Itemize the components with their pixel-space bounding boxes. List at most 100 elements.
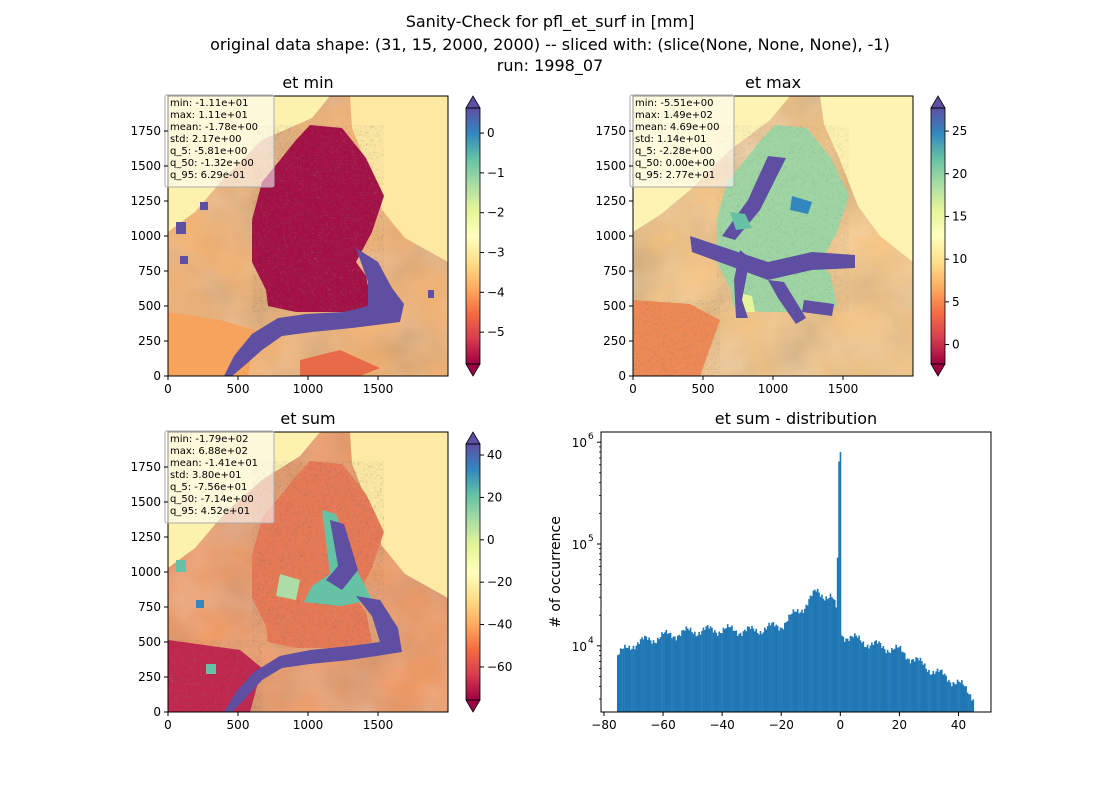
histogram-bar: [939, 669, 942, 712]
histogram-bar: [651, 643, 653, 712]
colorbar-tick-label: −1: [487, 166, 505, 180]
histogram-bar: [679, 636, 682, 712]
histogram-bar: [659, 637, 662, 712]
histogram-bar: [943, 673, 946, 712]
histogram-bar: [859, 640, 862, 712]
histogram-bar: [634, 649, 636, 712]
histogram-bar: [972, 699, 975, 712]
histogram-bar: [708, 628, 710, 712]
histogram-bar: [718, 631, 720, 712]
x-tick-label: 1500: [363, 382, 394, 396]
x-tick-label: 0: [629, 382, 637, 396]
histogram-bar: [815, 591, 818, 712]
histogram-bar: [621, 648, 623, 712]
y-tick-label: 250: [603, 334, 626, 348]
histogram-bar: [721, 633, 723, 712]
colorbar-extend-max: [930, 95, 946, 109]
histogram-bar: [768, 622, 770, 712]
histogram-bar: [883, 649, 886, 712]
colorbar-extend-max: [465, 95, 481, 109]
histogram-bar: [942, 674, 945, 712]
histogram-bar: [805, 604, 808, 712]
x-tick-label: 0: [164, 382, 172, 396]
histogram-bar: [644, 635, 646, 712]
histogram-bar: [778, 630, 780, 712]
x-tick-label: 500: [227, 718, 250, 732]
histogram-bar: [879, 642, 882, 712]
histogram-bar: [951, 686, 953, 712]
histogram-bar: [808, 599, 810, 712]
histogram-bar: [963, 686, 966, 712]
stat-line: q_95: 6.29e-01: [170, 170, 245, 181]
axes: 0 500 1000 1500 0 250 500 750 1000 1250 1500 1750: [130, 460, 393, 732]
histogram-bar: [921, 661, 923, 712]
histogram-bar: [919, 657, 922, 712]
histogram-bar: [933, 673, 936, 712]
x-tick-label: 1000: [293, 382, 324, 396]
histogram-bar: [664, 632, 666, 712]
histogram-bar: [839, 452, 842, 712]
histogram-bar: [958, 681, 960, 712]
histogram-bar: [765, 629, 768, 712]
histogram-bar: [671, 638, 673, 712]
histogram-bar: [736, 635, 739, 712]
histogram-bar: [648, 637, 650, 712]
histogram-bar: [748, 626, 750, 712]
x-tick-label: 1000: [293, 718, 324, 732]
histogram-bar: [816, 588, 819, 712]
stat-line: min: -5.51e+00: [635, 98, 714, 109]
x-tick-label: −20: [769, 718, 794, 732]
plot-frame: [600, 431, 992, 713]
x-tick-label: −60: [650, 718, 675, 732]
histogram-bar: [956, 679, 959, 712]
histogram-bar: [655, 643, 658, 712]
histogram-bar: [952, 682, 955, 712]
histogram-bar: [858, 635, 860, 712]
histogram-bar: [916, 657, 919, 712]
histogram-bar: [741, 635, 743, 712]
panel-title: et sum - distribution: [715, 409, 877, 428]
colorbar-tick-label: −3: [487, 246, 505, 260]
axes: 0 500 1000 1500 0 250 500 750 1000 1250 1500 1750: [130, 124, 393, 396]
y-tick-label: 750: [138, 600, 161, 614]
histogram-bar: [702, 627, 705, 712]
histogram-bar: [696, 635, 699, 712]
histogram-bar: [913, 661, 916, 712]
histogram-bar: [929, 674, 932, 712]
colorbar-tick-label: −2: [487, 206, 505, 220]
colorbar-extend-max: [465, 431, 481, 445]
histogram-bar: [726, 624, 729, 712]
histogram-bar: [912, 659, 915, 712]
heatmap-et-sum: [168, 432, 448, 712]
panel-et-sum: et sum min: -1.79e+0: [130, 409, 512, 732]
histogram-bar: [684, 630, 686, 712]
histogram-bar: [935, 671, 937, 712]
x-tick-label: 500: [227, 382, 250, 396]
y-tick-label: 10: [572, 436, 587, 450]
histogram-bar: [941, 669, 943, 712]
colorbar-extend-min: [465, 363, 481, 377]
histogram-bar: [845, 638, 848, 712]
histogram-bar: [861, 642, 863, 712]
histogram-bar: [873, 641, 876, 712]
histogram-bar: [781, 628, 783, 712]
histogram-bar: [813, 589, 816, 712]
histogram-bar: [846, 638, 849, 712]
colorbar-tick-label: 0: [487, 126, 495, 140]
histogram-bar: [685, 626, 688, 712]
histogram-bar: [822, 598, 825, 712]
histogram-bar: [842, 636, 845, 712]
histogram-bar: [902, 652, 905, 712]
histogram-bar: [735, 630, 738, 712]
histogram-bar: [818, 592, 820, 712]
histogram-bar: [675, 640, 678, 712]
histogram-bar: [746, 626, 749, 712]
histogram-bar: [771, 622, 773, 712]
colorbar: 25 20 15 10 5 0: [930, 95, 967, 377]
histogram-bar: [694, 631, 696, 712]
histogram-bar: [666, 633, 669, 712]
histogram-bar: [793, 611, 796, 712]
histogram-bar: [676, 635, 679, 712]
stats-box: min: -5.51e+00 max: 1.49e+02 mean: 4.69e…: [629, 94, 735, 188]
